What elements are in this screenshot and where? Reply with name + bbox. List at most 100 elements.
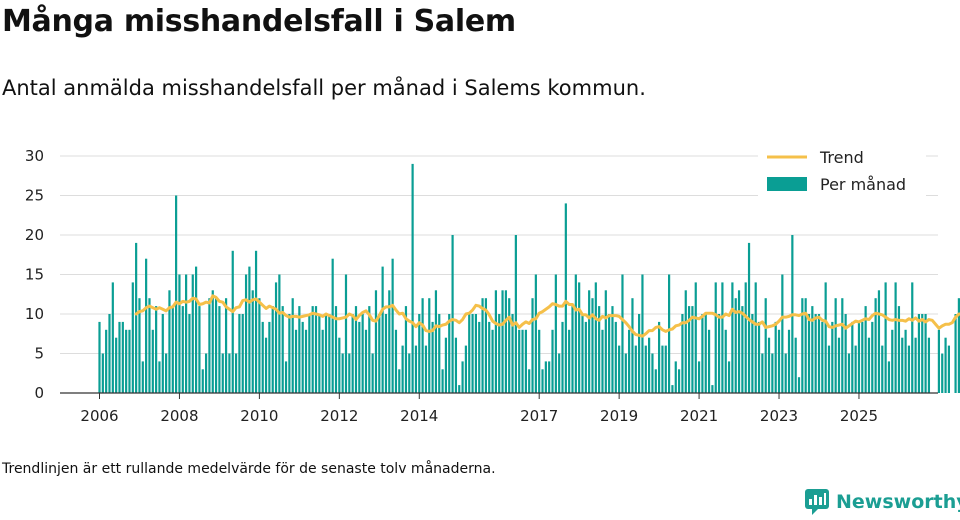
bar <box>731 282 734 393</box>
bar <box>664 345 667 393</box>
x-axis: 2006 2008 2010 2012 2014 2017 2019 2021 2023 2025 <box>60 392 938 425</box>
bar <box>111 282 114 393</box>
bar <box>251 290 254 393</box>
bar <box>368 306 371 393</box>
bar <box>478 321 481 393</box>
bar <box>378 314 381 393</box>
bar <box>248 266 251 393</box>
bar <box>424 345 428 393</box>
bar <box>308 314 311 393</box>
bar <box>508 298 511 393</box>
bar <box>328 314 331 393</box>
brand-logo[interactable]: Newsworthy <box>804 488 960 516</box>
bar <box>611 306 614 393</box>
bar <box>894 282 897 393</box>
bar <box>827 345 831 393</box>
bar <box>141 361 144 393</box>
bar <box>221 353 224 393</box>
legend-trend-label: Trend <box>819 148 864 167</box>
bar <box>554 274 557 393</box>
bar <box>398 369 401 393</box>
bar <box>947 345 950 393</box>
bar <box>155 306 158 393</box>
bar <box>374 290 378 393</box>
bar <box>917 314 921 393</box>
bar <box>658 321 661 393</box>
y-tick-labels: 0 5 10 15 20 25 30 <box>25 147 44 402</box>
bar <box>185 274 188 393</box>
bar <box>161 314 164 393</box>
bar <box>181 306 184 393</box>
bar <box>211 290 214 393</box>
trend-line <box>134 294 960 338</box>
bar <box>814 314 817 393</box>
bar <box>454 337 458 393</box>
bar <box>348 353 351 393</box>
y-tick-label: 20 <box>25 226 44 244</box>
bar <box>118 321 121 393</box>
bar <box>471 314 474 393</box>
bar <box>877 290 881 393</box>
bar <box>901 337 904 393</box>
bar <box>298 306 301 393</box>
bar <box>448 314 451 393</box>
bar <box>571 306 574 393</box>
bar <box>474 314 477 393</box>
bar <box>638 314 641 393</box>
bar <box>264 337 268 393</box>
bar <box>694 282 697 393</box>
bar <box>531 298 534 393</box>
bar <box>574 274 577 393</box>
bar <box>125 329 128 393</box>
bar <box>361 314 364 393</box>
bar <box>548 361 551 393</box>
bar <box>408 353 411 393</box>
bar <box>757 321 761 393</box>
bar <box>354 306 358 393</box>
bar <box>941 353 944 393</box>
bar <box>421 298 424 393</box>
bar <box>544 361 547 393</box>
bar <box>677 369 681 393</box>
bar <box>867 337 871 393</box>
bar <box>897 306 901 393</box>
bar <box>624 353 627 393</box>
bar <box>101 353 104 393</box>
bar <box>268 321 271 393</box>
x-tick-label: 2008 <box>160 407 198 425</box>
bar <box>771 353 774 393</box>
bar <box>384 314 388 393</box>
bar <box>318 314 321 393</box>
bar <box>661 345 664 393</box>
x-tick-label: 2010 <box>240 407 278 425</box>
bar <box>271 306 274 393</box>
x-tick-label: 2025 <box>840 407 878 425</box>
bar <box>521 329 524 393</box>
bar <box>171 306 174 393</box>
bar <box>944 337 947 393</box>
bar <box>847 353 851 393</box>
bar <box>767 337 771 393</box>
bar <box>178 274 181 393</box>
bar <box>871 321 874 393</box>
bar <box>891 329 894 393</box>
bar <box>797 377 801 393</box>
bar <box>648 337 651 393</box>
bar <box>451 235 454 393</box>
bar <box>584 321 587 393</box>
bar <box>588 290 591 393</box>
bar <box>884 282 887 393</box>
bar <box>851 321 854 393</box>
bar <box>481 298 484 393</box>
bar <box>674 361 677 393</box>
bar <box>364 329 368 393</box>
bar <box>724 329 727 393</box>
bar <box>711 385 714 393</box>
bar <box>704 314 707 393</box>
bar <box>751 314 754 393</box>
bar <box>241 314 244 393</box>
bar <box>238 314 241 393</box>
footnote: Trendlinjen är ett rullande medelvärde f… <box>2 461 496 477</box>
bar <box>524 329 527 393</box>
bar <box>687 306 691 393</box>
